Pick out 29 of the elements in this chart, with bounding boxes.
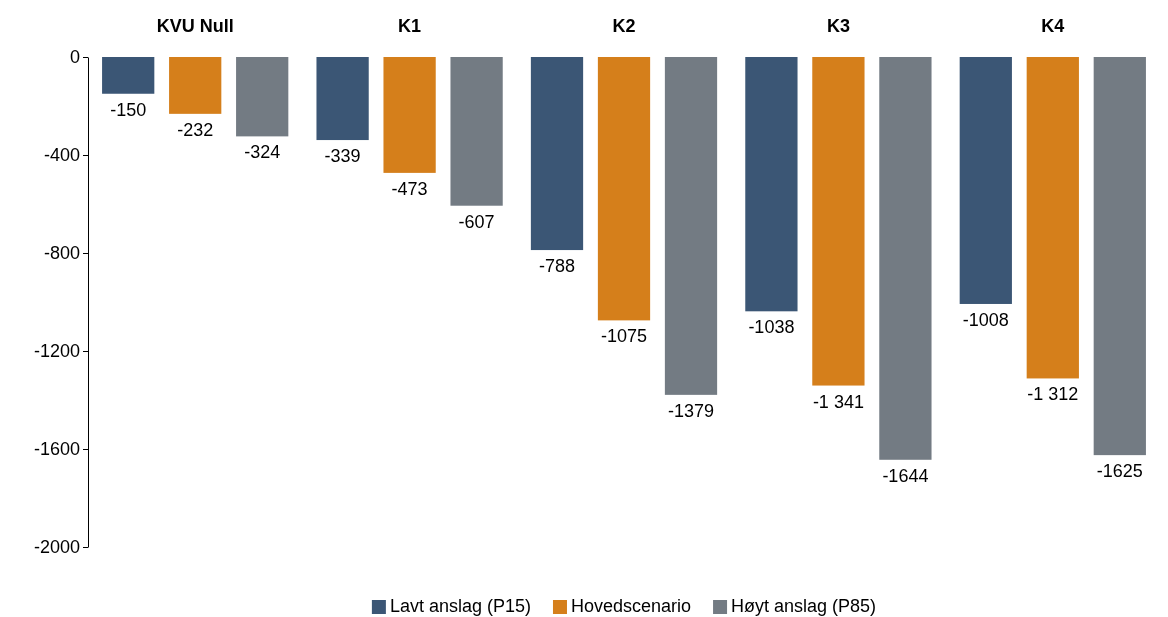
- data-label: -1379: [667, 400, 715, 421]
- data-label: -1644: [882, 465, 929, 486]
- legend-label: Høyt anslag (P85): [731, 596, 877, 616]
- data-label: -1008: [962, 309, 1009, 330]
- data-label: -788: [538, 256, 576, 277]
- y-tick-label: -400: [43, 145, 80, 166]
- y-tick-label: -2000: [33, 537, 80, 558]
- x-tick-label: K1: [398, 16, 422, 36]
- data-label: -150: [110, 99, 147, 120]
- y-tick-label: -1200: [33, 341, 80, 362]
- data-label: -473: [391, 178, 428, 199]
- x-tick-label: K4: [1041, 16, 1065, 36]
- data-label: -324: [244, 142, 281, 163]
- data-label: -1 341: [812, 391, 864, 412]
- data-label: -1038: [748, 317, 795, 338]
- data-label: -232: [177, 119, 214, 140]
- data-label: -339: [324, 146, 361, 167]
- y-tick-label: -800: [43, 243, 80, 264]
- x-tick-label: K2: [612, 16, 636, 36]
- data-label: -1075: [600, 326, 648, 347]
- y-tick-label: -1600: [33, 439, 80, 460]
- legend-label: Hovedscenario: [570, 596, 692, 616]
- data-label: -1 312: [1027, 384, 1079, 405]
- data-label: -607: [458, 211, 495, 232]
- x-tick-label: KVU Null: [156, 16, 234, 36]
- x-tick-label: K3: [826, 16, 850, 36]
- y-tick-label: 0: [69, 47, 80, 68]
- legend-label: Lavt anslag (P15): [389, 596, 531, 616]
- data-label: -1625: [1096, 461, 1143, 482]
